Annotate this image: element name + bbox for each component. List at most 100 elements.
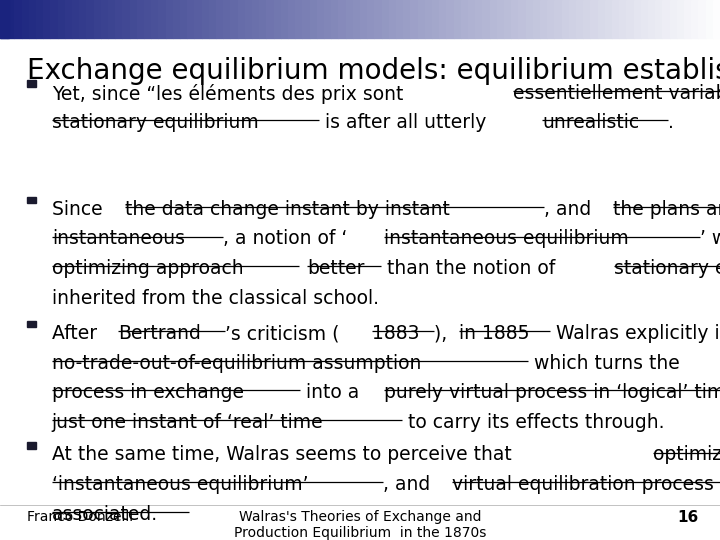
Bar <box>583 0 590 38</box>
Bar <box>554 0 562 38</box>
Text: Exchange equilibrium models: equilibrium establishment 4: Exchange equilibrium models: equilibrium… <box>27 57 720 85</box>
Bar <box>526 0 533 38</box>
Bar <box>691 0 698 38</box>
Bar <box>137 0 144 38</box>
Text: instantaneous: instantaneous <box>52 230 185 248</box>
Bar <box>454 0 461 38</box>
Bar <box>518 0 526 38</box>
Text: optimizing approach: optimizing approach <box>52 259 243 278</box>
Bar <box>238 0 245 38</box>
Bar <box>475 0 482 38</box>
Bar <box>7 0 14 38</box>
Text: process in exchange: process in exchange <box>52 383 244 402</box>
Text: inherited from the classical school.: inherited from the classical school. <box>52 289 379 308</box>
Bar <box>706 0 713 38</box>
Bar <box>86 0 94 38</box>
Bar <box>202 0 209 38</box>
Bar <box>619 0 626 38</box>
Bar <box>79 0 86 38</box>
Bar <box>590 0 598 38</box>
Text: virtual equilibration process: virtual equilibration process <box>451 475 714 494</box>
Bar <box>482 0 490 38</box>
Bar <box>396 0 403 38</box>
Text: ’s criticism (: ’s criticism ( <box>225 324 339 343</box>
Bar <box>612 0 619 38</box>
Bar <box>439 0 446 38</box>
Text: 1883: 1883 <box>372 324 420 343</box>
Bar <box>648 0 655 38</box>
Bar <box>353 0 360 38</box>
Bar <box>360 0 367 38</box>
Bar <box>115 0 122 38</box>
Bar <box>504 0 511 38</box>
Bar <box>209 0 216 38</box>
Bar <box>151 0 158 38</box>
Bar <box>317 0 324 38</box>
Text: in 1885: in 1885 <box>459 324 529 343</box>
Bar <box>410 0 418 38</box>
Bar <box>288 0 295 38</box>
Bar <box>50 0 58 38</box>
Bar <box>0 0 9 38</box>
Bar <box>259 0 266 38</box>
Bar <box>713 0 720 38</box>
Bar <box>389 0 396 38</box>
Bar <box>418 0 425 38</box>
Bar <box>576 0 583 38</box>
Bar <box>144 0 151 38</box>
Text: better: better <box>307 259 364 278</box>
Bar <box>36 0 43 38</box>
Bar <box>130 0 137 38</box>
Bar <box>324 0 331 38</box>
Bar <box>634 0 641 38</box>
Text: no-trade-out-of-equilibrium assumption: no-trade-out-of-equilibrium assumption <box>52 354 421 373</box>
Bar <box>598 0 605 38</box>
Text: the plans are similarly: the plans are similarly <box>613 200 720 219</box>
Text: ’ would: ’ would <box>700 230 720 248</box>
Bar <box>101 0 108 38</box>
Bar <box>245 0 252 38</box>
Text: Bertrand: Bertrand <box>118 324 201 343</box>
Bar <box>540 0 547 38</box>
Bar <box>569 0 576 38</box>
Bar <box>158 0 166 38</box>
Bar <box>468 0 475 38</box>
Bar <box>403 0 410 38</box>
Bar <box>108 0 115 38</box>
Bar <box>173 0 180 38</box>
Bar <box>94 0 101 38</box>
Bar <box>346 0 353 38</box>
Text: Walras's Theories of Exchange and
Production Equilibrium  in the 1870s: Walras's Theories of Exchange and Produc… <box>234 510 486 540</box>
Text: purely virtual process in ‘logical’ time: purely virtual process in ‘logical’ time <box>384 383 720 402</box>
Bar <box>230 0 238 38</box>
Bar <box>281 0 288 38</box>
Bar <box>295 0 302 38</box>
Bar <box>274 0 281 38</box>
Text: which turns the: which turns the <box>528 354 686 373</box>
Bar <box>662 0 670 38</box>
Text: stationary equilibrium: stationary equilibrium <box>52 113 258 132</box>
Bar <box>461 0 468 38</box>
Bar <box>72 0 79 38</box>
Bar <box>382 0 389 38</box>
Bar <box>27 80 36 87</box>
Bar <box>641 0 648 38</box>
Text: stationary equilibrium: stationary equilibrium <box>613 259 720 278</box>
Text: just one instant of ‘real’ time: just one instant of ‘real’ time <box>52 413 323 432</box>
Text: After: After <box>52 324 103 343</box>
Bar <box>27 442 36 449</box>
Bar <box>446 0 454 38</box>
Bar <box>331 0 338 38</box>
Bar <box>338 0 346 38</box>
Bar <box>166 0 173 38</box>
Text: Franco Donzelli: Franco Donzelli <box>27 510 133 524</box>
Text: essentiellement variables”: essentiellement variables” <box>513 84 720 103</box>
Bar <box>547 0 554 38</box>
Text: ),: ), <box>433 324 453 343</box>
Bar <box>43 0 50 38</box>
Bar <box>655 0 662 38</box>
Bar <box>187 0 194 38</box>
Text: unrealistic: unrealistic <box>542 113 639 132</box>
Bar <box>122 0 130 38</box>
Text: , and: , and <box>544 200 598 219</box>
